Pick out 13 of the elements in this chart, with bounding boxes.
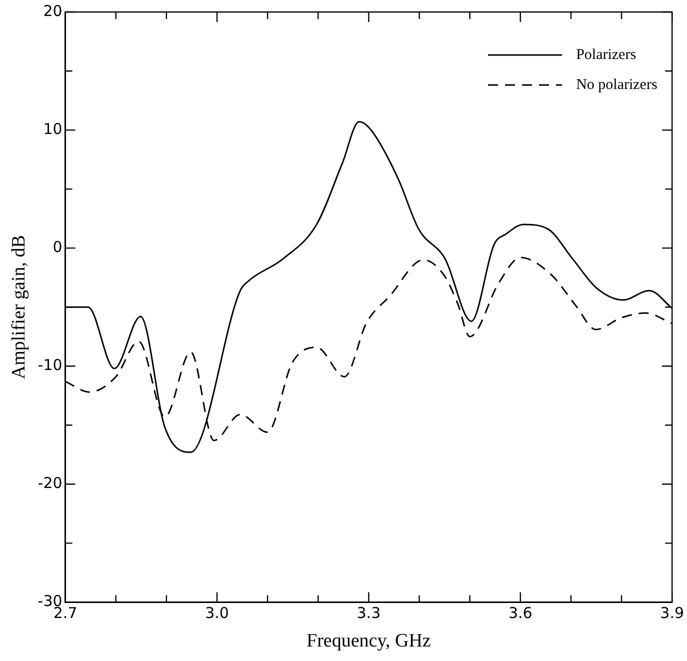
legend-label: Polarizers xyxy=(576,46,636,64)
x-tick-label: 3.6 xyxy=(508,604,532,622)
y-tick-label: 20 xyxy=(43,2,62,20)
x-tick-label: 3.0 xyxy=(205,604,229,622)
x-tick-label: 3.9 xyxy=(660,604,684,622)
y-tick-label: -10 xyxy=(38,356,62,374)
y-tick-label: 0 xyxy=(52,238,62,256)
y-tick-label: 10 xyxy=(43,120,62,138)
x-axis-title: Frequency, GHz xyxy=(306,630,431,652)
y-axis-title: Amplifier gain, dB xyxy=(8,235,30,380)
x-tick-label: 3.3 xyxy=(356,604,381,622)
y-tick-label: -20 xyxy=(38,474,62,492)
legend-label: No polarizers xyxy=(576,76,658,94)
